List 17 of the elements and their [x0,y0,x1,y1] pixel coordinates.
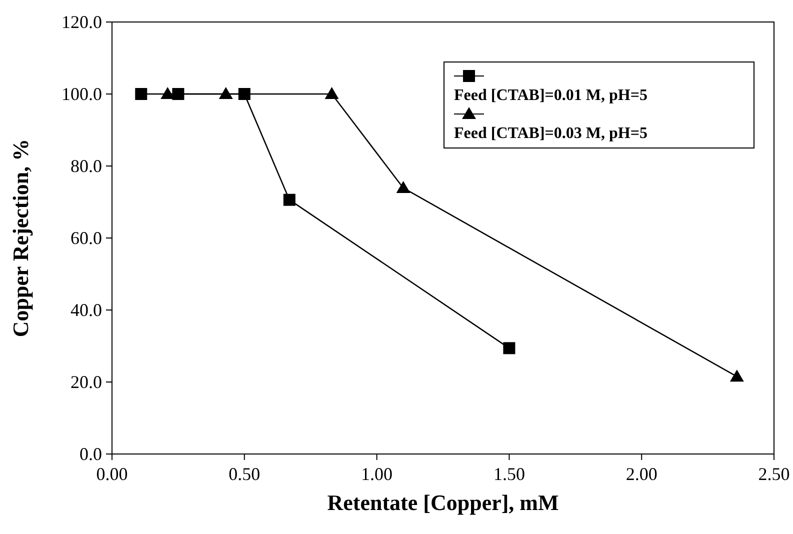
y-tick-label: 100.0 [62,84,102,104]
x-tick-label: 0.50 [228,464,260,484]
x-tick-label: 0.00 [96,464,128,484]
x-axis-title: Retentate [Copper], mM [327,490,559,515]
x-tick-label: 2.00 [626,464,658,484]
y-tick-label: 20.0 [70,372,102,392]
y-tick-label: 60.0 [70,228,102,248]
y-tick-label: 120.0 [62,12,102,32]
legend-label: Feed [CTAB]=0.01 M, pH=5 [454,87,648,104]
y-tick-label: 80.0 [70,156,102,176]
x-tick-label: 1.50 [493,464,525,484]
x-tick-label: 1.00 [361,464,393,484]
y-tick-label: 0.0 [80,444,102,464]
x-tick-label: 2.50 [758,464,790,484]
y-axis-title: Copper Rejection, % [8,138,33,338]
legend-label: Feed [CTAB]=0.03 M, pH=5 [454,125,648,142]
y-tick-label: 40.0 [70,300,102,320]
